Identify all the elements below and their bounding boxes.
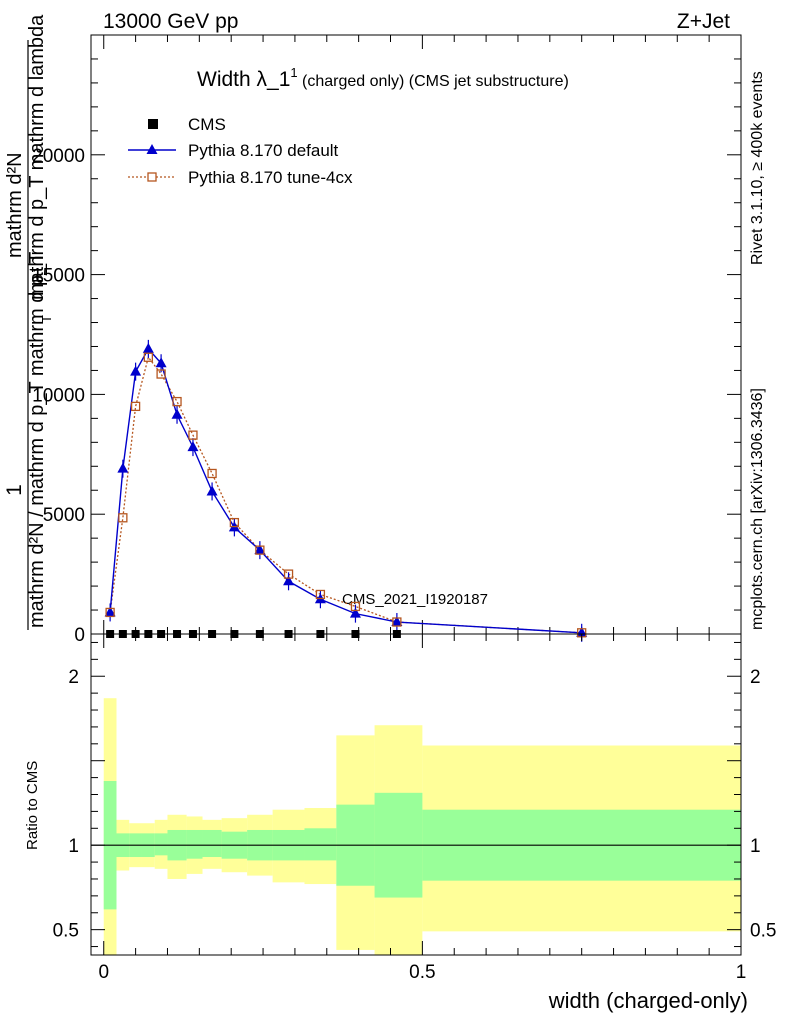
ratio-ytick-label: 2 xyxy=(68,667,79,688)
default-marker xyxy=(155,357,167,368)
default-marker xyxy=(254,544,266,555)
default-marker xyxy=(130,365,142,376)
default-marker xyxy=(349,607,361,618)
ratio-ytick-label-right: 2 xyxy=(750,667,761,688)
header-left: 13000 GeV pp xyxy=(103,10,238,33)
tune-4cx-marker xyxy=(172,396,182,407)
series-line-tune-4cx xyxy=(109,355,582,634)
ratio-ytick-label-right: 1 xyxy=(750,836,761,857)
ylabel-subscript: T xyxy=(39,315,54,323)
plot-title-rest: (charged only) (CMS jet substructure) xyxy=(298,73,569,90)
tune-4cx-marker xyxy=(188,430,198,440)
ylabel-overlay-top2: mathrm d p_T mathrm d lambda xyxy=(26,14,48,300)
tune-4cx-marker xyxy=(229,517,240,528)
legend-marker-cms xyxy=(148,119,158,129)
legend: CMS Pythia 8.170 default Pythia 8.170 tune… xyxy=(128,115,353,187)
tune-4cx-marker xyxy=(392,617,402,627)
default-marker xyxy=(171,408,183,419)
default-marker xyxy=(117,462,129,473)
main-panel: 0 5000 10000 15000 20000 CMS_2021_I1920187 W… xyxy=(3,14,742,646)
ratio-ytick-label: 1 xyxy=(68,836,79,857)
tune-4cx-marker xyxy=(315,589,326,600)
side-label-top: Rivet 3.1.10, ≥ 400k events xyxy=(749,71,766,265)
legend-label: CMS xyxy=(188,115,226,134)
header-right: Z+Jet xyxy=(677,10,730,33)
main-ylabel: 1 mathrm d²N mathrm d p_T mathrm d lambd… xyxy=(3,14,54,630)
default-marker xyxy=(187,441,199,452)
ratio-bands xyxy=(91,698,741,955)
ratio-ylabel: Ratio to CMS xyxy=(24,761,41,850)
plot-title: Width λ_11 (charged only) (CMS jet subst… xyxy=(197,65,569,91)
ratio-xtick-label: 0 xyxy=(98,962,109,983)
ratio-ytick-label-right: 0.5 xyxy=(750,921,776,942)
side-label-bottom: mcplots.cern.ch [arXiv:1306.3436] xyxy=(749,388,766,630)
main-ytick-label: 15000 xyxy=(32,266,85,287)
xlabel: width (charged-only) xyxy=(548,988,748,1013)
ratio-band-green xyxy=(186,829,203,859)
ylabel-denominator: mathrm d²N / mathrm d p_T mathrm d p_T xyxy=(26,252,48,628)
ratio-xtick-label: 0.5 xyxy=(409,962,435,983)
main-yticklabels: 0 5000 10000 15000 20000 xyxy=(32,146,85,646)
main-ytick-label: 10000 xyxy=(32,385,85,406)
tune-4cx-marker xyxy=(130,401,141,412)
ylabel-numerator: 1 xyxy=(3,484,26,496)
ratio-ticklabels: 0.5 0.51 12 20 0.5 1 xyxy=(53,667,777,983)
ylabel-overlay-top: mathrm d²N xyxy=(4,152,26,258)
legend-label: Pythia 8.170 tune-4cx xyxy=(188,168,353,187)
watermark: CMS_2021_I1920187 xyxy=(342,591,488,608)
tune-4cx-marker xyxy=(105,607,115,618)
default-marker xyxy=(391,616,403,627)
main-ytick-label: 0 xyxy=(74,625,85,646)
tune-4cx-marker xyxy=(350,601,361,612)
ratio-ytick-label: 0.5 xyxy=(53,921,79,942)
ratio-panel: 0.5 0.51 12 20 0.5 1 Ratio to CMS width (char… xyxy=(24,633,777,1013)
main-ytick-label: 5000 xyxy=(43,505,85,526)
legend-label: Pythia 8.170 default xyxy=(188,141,339,160)
tune-4cx-marker xyxy=(207,468,217,479)
legend-marker-tune-4cx xyxy=(147,172,157,182)
ratio-ticks xyxy=(91,634,742,955)
plot-title-sup: 1 xyxy=(290,65,297,80)
ratio-band-green xyxy=(202,829,222,858)
ratio-band-green xyxy=(304,828,337,861)
tune-4cx-marker xyxy=(156,369,166,379)
default-marker xyxy=(283,575,295,586)
default-marker xyxy=(104,606,116,617)
ratio-band-green xyxy=(154,833,168,856)
legend-marker-default xyxy=(146,144,158,154)
tune-4cx-marker xyxy=(118,513,128,523)
default-marker xyxy=(142,342,154,353)
ratio-xtick-label: 1 xyxy=(736,962,747,983)
main-ytick-label: 20000 xyxy=(32,146,85,167)
tune-4cx-marker xyxy=(143,352,154,362)
plot-title-main: Width λ_1 xyxy=(197,68,290,91)
tune-4cx-marker xyxy=(283,569,294,579)
tune-4cx-marker xyxy=(255,545,265,555)
default-marker xyxy=(206,485,218,496)
main-ticks xyxy=(91,35,742,635)
